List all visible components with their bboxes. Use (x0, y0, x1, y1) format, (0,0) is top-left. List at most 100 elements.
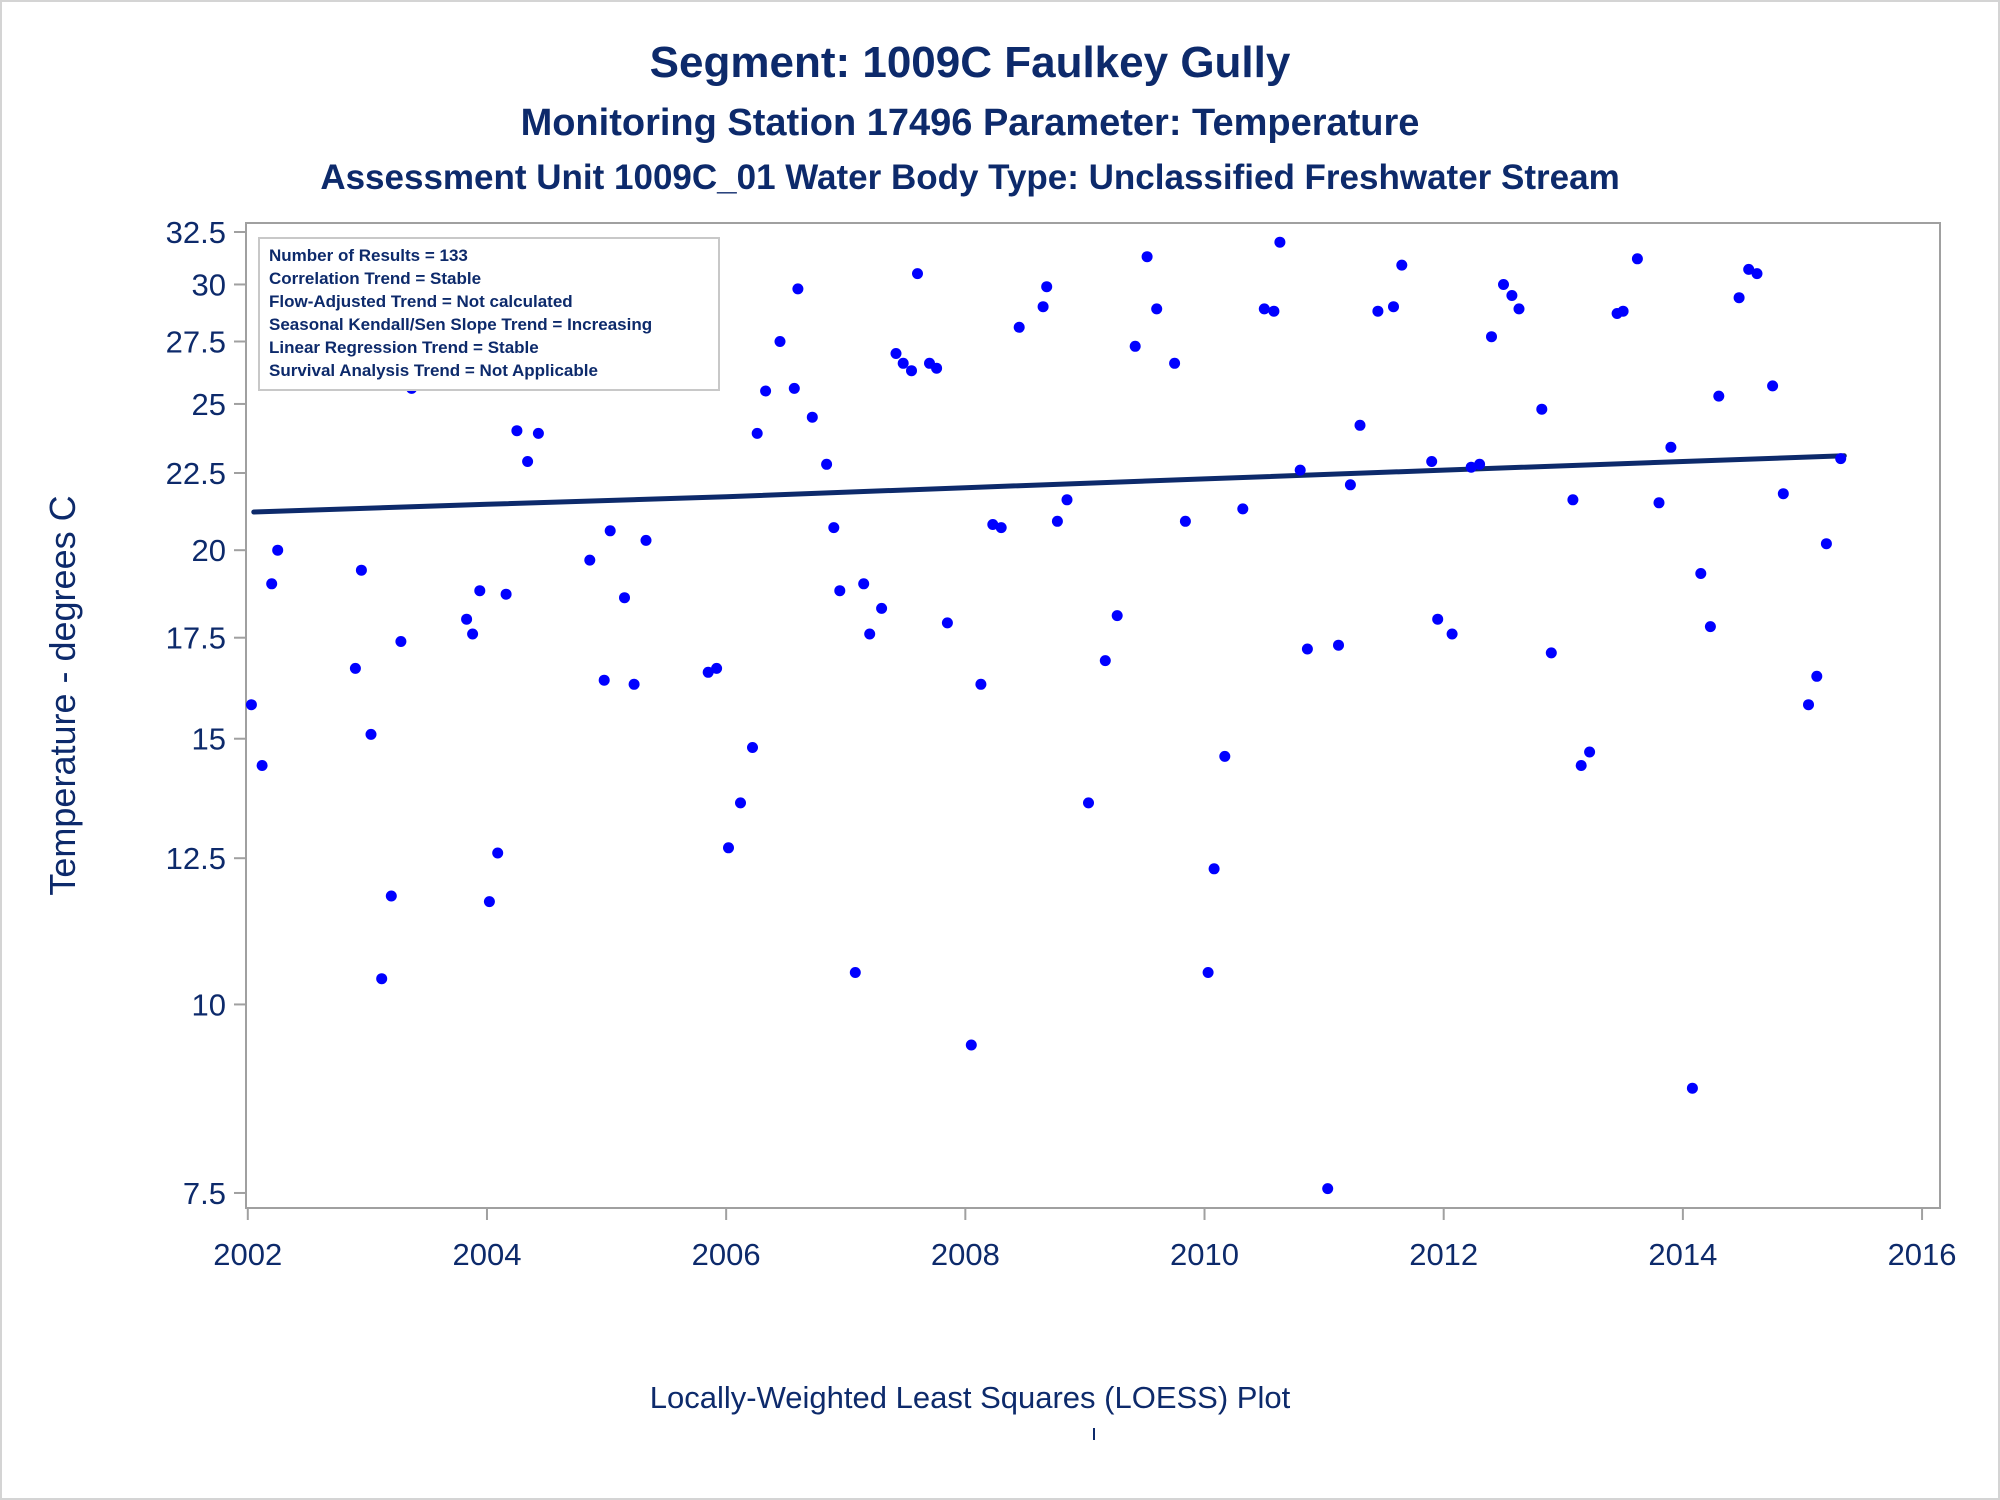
data-point (1099, 655, 1111, 667)
data-point (1372, 305, 1384, 317)
data-point (1486, 331, 1497, 343)
data-point (619, 592, 630, 604)
chart-title: Segment: 1009C Faulkey Gully (649, 38, 1291, 87)
data-point (1506, 290, 1518, 301)
x-tick-label: 2002 (213, 1237, 282, 1272)
data-point (1258, 303, 1270, 315)
data-point (1513, 303, 1525, 315)
data-point (1344, 479, 1356, 491)
data-point (1446, 628, 1458, 640)
data-point (1835, 453, 1847, 465)
data-point (751, 427, 763, 439)
data-point (1584, 746, 1596, 758)
data-point (834, 585, 846, 597)
data-point (640, 534, 652, 546)
data-point (941, 617, 953, 629)
data-point (395, 636, 407, 647)
data-point (349, 662, 361, 674)
data-point (1617, 305, 1629, 317)
data-point (1179, 515, 1191, 527)
data-point (1354, 419, 1366, 431)
x-tick-label: 2016 (1888, 1237, 1957, 1272)
data-point (702, 666, 714, 678)
y-tick-label: 15 (192, 722, 226, 757)
data-point (1820, 538, 1832, 550)
data-point (774, 336, 786, 347)
footnote: Locally-Weighted Least Squares (LOESS) P… (649, 1380, 1291, 1415)
data-point (1301, 643, 1313, 655)
data-point (1432, 613, 1444, 625)
data-point (604, 525, 616, 537)
data-point (747, 742, 758, 753)
data-point (245, 699, 257, 711)
y-tick-label: 10 (192, 987, 226, 1022)
trend-info-box: Number of Results = 133 Correlation Trend… (258, 237, 720, 391)
data-point (1388, 301, 1399, 313)
x-axis: 2002 2004 2006 2008 2010 2012 2014 2016 (213, 1208, 1957, 1272)
data-point (1013, 321, 1025, 333)
y-tick-label: 17.5 (166, 621, 226, 656)
data-point (355, 564, 367, 576)
data-point (723, 842, 734, 854)
loess-trend-line (251, 453, 1847, 515)
data-point (628, 678, 640, 690)
y-tick-label: 12.5 (166, 841, 226, 876)
data-point (1111, 610, 1123, 622)
info-box-line: Number of Results = 133 (269, 246, 468, 265)
x-tick-label: 2008 (931, 1237, 1000, 1272)
data-point (1294, 464, 1306, 476)
data-point (365, 728, 377, 740)
data-point (1051, 515, 1063, 527)
data-point (912, 268, 923, 280)
data-point (511, 425, 523, 437)
data-point (735, 797, 746, 809)
x-tick-label: 2010 (1170, 1237, 1239, 1272)
data-point (1567, 494, 1579, 506)
data-point (906, 365, 917, 377)
data-point (1713, 390, 1725, 402)
data-point (1743, 263, 1755, 275)
data-point (1268, 305, 1280, 317)
data-point (1041, 281, 1053, 293)
data-point (1037, 301, 1049, 313)
info-box-line: Survival Analysis Trend = Not Applicable (269, 361, 598, 380)
y-tick-label: 32.5 (166, 215, 226, 250)
data-point (821, 458, 833, 470)
data-point (1396, 259, 1408, 271)
data-point (1141, 251, 1153, 263)
data-point (1498, 279, 1509, 290)
data-point (1545, 647, 1557, 659)
data-point (598, 674, 610, 686)
data-point (1704, 621, 1716, 633)
data-point (1151, 303, 1163, 315)
chart-subtitle: Monitoring Station 17496 Parameter: Temp… (520, 102, 1420, 144)
data-point (1803, 699, 1814, 711)
data-point (266, 578, 278, 590)
data-point (897, 357, 909, 369)
data-point (1322, 1183, 1334, 1195)
data-point (760, 385, 772, 397)
x-tick-label: 2014 (1648, 1237, 1717, 1272)
data-point (1083, 797, 1094, 809)
data-points (245, 236, 1847, 1195)
data-point (890, 348, 902, 359)
data-point (806, 411, 818, 423)
data-point (1695, 568, 1707, 579)
data-point (1219, 750, 1231, 762)
data-point (788, 382, 800, 394)
data-point (492, 847, 504, 859)
info-box-line: Linear Regression Trend = Stable (269, 338, 539, 357)
data-point (987, 519, 999, 530)
data-point (1129, 340, 1141, 352)
data-point (995, 522, 1007, 534)
y-tick-label: 20 (192, 533, 226, 568)
data-point (522, 456, 534, 467)
data-point (256, 760, 268, 771)
data-point (376, 973, 388, 985)
data-point (483, 896, 495, 908)
data-point (858, 578, 870, 590)
data-point (500, 588, 512, 600)
info-box-line: Flow-Adjusted Trend = Not calculated (269, 292, 573, 311)
data-point (474, 585, 486, 597)
